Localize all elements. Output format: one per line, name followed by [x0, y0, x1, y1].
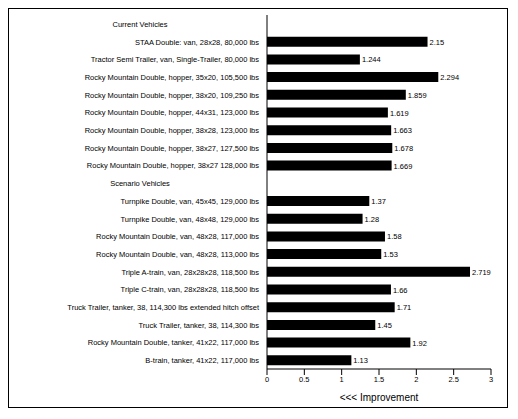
svg-text:Rocky Mountain Double, hopper,: Rocky Mountain Double, hopper, 38x27 128…: [87, 161, 259, 170]
svg-text:2: 2: [414, 375, 418, 384]
svg-text:1.669: 1.669: [394, 162, 413, 171]
svg-text:1.58: 1.58: [387, 232, 402, 241]
svg-text:2.294: 2.294: [440, 73, 459, 82]
svg-text:1.53: 1.53: [383, 250, 398, 259]
svg-text:1.678: 1.678: [394, 144, 413, 153]
svg-text:Rocky Mountain Double, hopper,: Rocky Mountain Double, hopper, 38x20, 10…: [85, 91, 260, 100]
svg-text:Rocky Mountain Double, van, 48: Rocky Mountain Double, van, 48x28, 113,0…: [96, 250, 259, 259]
svg-text:1.859: 1.859: [408, 91, 427, 100]
svg-text:1.663: 1.663: [393, 126, 412, 135]
svg-text:Current Vehicles: Current Vehicles: [112, 20, 167, 29]
svg-text:1.13: 1.13: [353, 356, 368, 365]
svg-text:Truck Trailer, tanker, 38, 114: Truck Trailer, tanker, 38, 114,300 lbs e…: [67, 303, 260, 312]
svg-text:Tractor Semi Trailer, van, Sin: Tractor Semi Trailer, van, Single-Traile…: [91, 55, 260, 64]
svg-text:1.5: 1.5: [374, 375, 384, 384]
svg-text:0.5: 0.5: [299, 375, 309, 384]
svg-text:Rocky Mountain Double, van, 48: Rocky Mountain Double, van, 48x28, 117,0…: [96, 232, 259, 241]
svg-text:1.92: 1.92: [412, 339, 427, 348]
svg-text:Triple A-train, van, 28x28x28,: Triple A-train, van, 28x28x28, 118,500 l…: [121, 268, 259, 277]
svg-text:2.15: 2.15: [430, 38, 445, 47]
svg-text:1.37: 1.37: [371, 197, 386, 206]
svg-text:2.719: 2.719: [472, 268, 491, 277]
svg-text:Turnpike Double, van, 48x48, 1: Turnpike Double, van, 48x48, 129,000 lbs: [120, 215, 259, 224]
svg-text:1.66: 1.66: [393, 286, 408, 295]
svg-text:1: 1: [340, 375, 344, 384]
svg-text:2.5: 2.5: [448, 375, 458, 384]
svg-text:<<< Improvement: <<< Improvement: [340, 392, 419, 403]
svg-text:Scenario Vehicles: Scenario Vehicles: [110, 179, 170, 188]
svg-text:1.45: 1.45: [377, 321, 392, 330]
svg-text:1.619: 1.619: [390, 109, 409, 118]
svg-text:STAA Double: van, 28x28, 80,00: STAA Double: van, 28x28, 80,000 lbs: [135, 38, 259, 47]
svg-text:Triple C-train, van, 28x28x28,: Triple C-train, van, 28x28x28, 118,500 l…: [121, 285, 260, 294]
svg-text:1.244: 1.244: [362, 55, 381, 64]
svg-text:Rocky Mountain Double, hopper,: Rocky Mountain Double, hopper, 38x27, 12…: [85, 144, 260, 153]
svg-text:0: 0: [265, 375, 269, 384]
svg-text:Rocky Mountain Double, tanker,: Rocky Mountain Double, tanker, 41x22, 11…: [88, 338, 259, 347]
svg-text:Truck Trailer, tanker, 38, 114: Truck Trailer, tanker, 38, 114,300 lbs: [139, 321, 260, 330]
svg-text:Rocky Mountain Double, hopper,: Rocky Mountain Double, hopper, 38x28, 12…: [85, 126, 260, 135]
svg-text:1.71: 1.71: [397, 303, 412, 312]
svg-text:3: 3: [489, 375, 493, 384]
svg-text:B-train, tanker, 41x22, 117,00: B-train, tanker, 41x22, 117,000 lbs: [145, 356, 259, 365]
svg-text:Turnpike Double, van, 45x45, 1: Turnpike Double, van, 45x45, 129,000 lbs: [120, 197, 259, 206]
svg-text:Rocky Mountain Double, hopper,: Rocky Mountain Double, hopper, 44x31, 12…: [85, 108, 260, 117]
svg-text:Rocky Mountain Double, hopper,: Rocky Mountain Double, hopper, 35x20, 10…: [85, 73, 260, 82]
svg-text:1.28: 1.28: [365, 215, 380, 224]
